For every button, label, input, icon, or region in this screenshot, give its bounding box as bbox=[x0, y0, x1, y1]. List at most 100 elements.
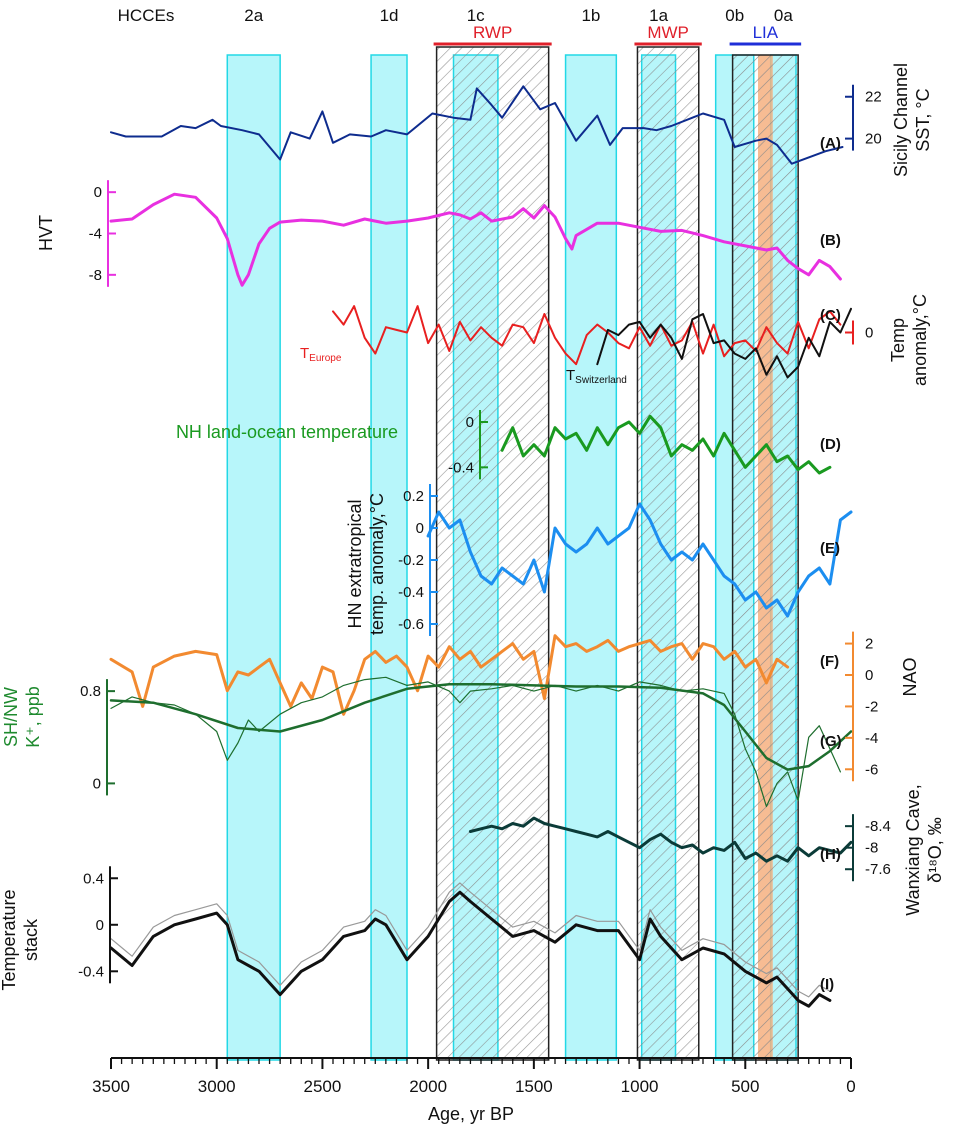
series-line-G-smooth bbox=[109, 682, 853, 771]
y-axis-title-F: NAO bbox=[900, 657, 920, 696]
event-label-1a: 1a bbox=[649, 6, 668, 25]
x-tick-label: 2500 bbox=[304, 1077, 342, 1096]
panel-tag-H: (H) bbox=[820, 846, 841, 863]
panel-tag-G: (G) bbox=[820, 733, 842, 750]
y-axis-title-H-line: δ¹⁸O, ‰ bbox=[925, 817, 945, 883]
x-tick-label: 0 bbox=[846, 1077, 855, 1096]
y-axis-title-I: Temperature stack bbox=[0, 889, 41, 990]
period-label-MWP: MWP bbox=[647, 23, 689, 42]
y-tick-label-I: 0 bbox=[96, 917, 104, 934]
y-tick-label-E: 0 bbox=[416, 520, 424, 537]
series-line-E bbox=[426, 502, 853, 618]
panel-tag-A: (A) bbox=[820, 135, 841, 152]
series-line-I bbox=[109, 890, 832, 1008]
y-tick-label-E: -0.4 bbox=[398, 584, 424, 601]
series-line-TSwitzerland bbox=[596, 307, 852, 379]
panel-tag-C: (C) bbox=[820, 307, 841, 324]
series-line-F bbox=[109, 634, 790, 716]
series-label-europe-sub: Europe bbox=[309, 353, 342, 364]
x-axis-title: Age, yr BP bbox=[428, 1104, 514, 1124]
panel-tag-D: (D) bbox=[820, 436, 841, 453]
panel-tag-E: (E) bbox=[820, 540, 840, 557]
series-line-D bbox=[500, 414, 832, 475]
event-header-label: HCCEs bbox=[118, 6, 175, 25]
y-tick-label-F: 0 bbox=[865, 667, 873, 684]
series-label-switzerland-sub: Switzerland bbox=[575, 375, 627, 386]
event-label-1d: 1d bbox=[380, 6, 399, 25]
y-axis-title-B-line: HVT bbox=[36, 215, 56, 251]
x-tick-label: 1500 bbox=[515, 1077, 553, 1096]
series-label-europe: TEurope bbox=[300, 345, 342, 364]
series-layer bbox=[109, 85, 853, 1008]
event-band-2a bbox=[226, 54, 281, 1061]
event-label-0b: 0b bbox=[725, 6, 744, 25]
panel-tag-F: (F) bbox=[820, 653, 839, 670]
y-axis-title-E: HN extratropical temp. anomaly,°C bbox=[345, 493, 387, 635]
y-tick-label-H: -7.6 bbox=[865, 861, 891, 878]
y-tick-label-D: 0 bbox=[466, 414, 474, 431]
y-tick-label-C: 0 bbox=[865, 325, 873, 342]
y-axis-title-E-line: temp. anomaly,°C bbox=[367, 493, 387, 635]
event-bands bbox=[226, 46, 799, 1061]
y-axis-title-B: HVT bbox=[36, 215, 56, 251]
event-label-0a: 0a bbox=[774, 6, 793, 25]
y-tick-label-F: -6 bbox=[865, 761, 878, 778]
axes-layer bbox=[106, 84, 854, 1069]
y-tick-label-A: 20 bbox=[865, 131, 882, 148]
panel-tag-B: (B) bbox=[820, 232, 841, 249]
event-band-1b bbox=[564, 54, 618, 1061]
y-tick-label-B: -8 bbox=[89, 267, 102, 284]
y-tick-label-B: -4 bbox=[89, 226, 102, 243]
y-tick-label-H: -8 bbox=[865, 840, 878, 857]
period-label-RWP: RWP bbox=[473, 23, 512, 42]
y-axis-title-C: Temp anomaly,°C bbox=[888, 294, 930, 386]
event-label-1c: 1c bbox=[467, 6, 485, 25]
y-tick-label-I: 0.4 bbox=[83, 870, 104, 887]
y-axis-title-C-line: Temp bbox=[888, 318, 908, 362]
y-axis-title-I-line: stack bbox=[21, 918, 41, 961]
y-tick-label-G: 0 bbox=[93, 775, 101, 792]
y-axis-title-G-line: K⁺, ppb bbox=[23, 686, 43, 748]
y-axis-title-G-line: SH/NW bbox=[1, 687, 21, 747]
y-axis-title-H: Wanxiang Cave, δ¹⁸O, ‰ bbox=[903, 784, 945, 915]
series-line-B bbox=[109, 192, 842, 287]
y-axis-title-E-line: HN extratropical bbox=[345, 499, 365, 628]
x-tick-label: 1000 bbox=[621, 1077, 659, 1096]
y-axis-title-H-line: Wanxiang Cave, bbox=[903, 784, 923, 915]
series-line-H bbox=[468, 816, 853, 863]
y-axis-title-A: Sicily Channel SST, °C bbox=[891, 63, 933, 177]
event-label-2a: 2a bbox=[244, 6, 263, 25]
y-tick-label-E: 0.2 bbox=[403, 488, 424, 505]
y-tick-label-I: -0.4 bbox=[78, 963, 104, 980]
y-tick-label-E: -0.2 bbox=[398, 552, 424, 569]
panel-tag-I: (I) bbox=[820, 976, 834, 993]
x-tick-label: 500 bbox=[731, 1077, 759, 1096]
x-tick-label: 3500 bbox=[92, 1077, 130, 1096]
y-tick-label-F: 2 bbox=[865, 636, 873, 653]
y-axis-title-F-line: NAO bbox=[900, 657, 920, 696]
y-tick-label-G: 0.8 bbox=[80, 683, 101, 700]
y-tick-label-B: 0 bbox=[94, 184, 102, 201]
y-tick-label-D: -0.4 bbox=[448, 459, 474, 476]
y-axis-title-I-line: Temperature bbox=[0, 889, 19, 990]
y-tick-label-E: -0.6 bbox=[398, 616, 424, 633]
y-tick-label-F: -2 bbox=[865, 698, 878, 715]
y-tick-label-F: -4 bbox=[865, 730, 878, 747]
y-axis-title-A-line: Sicily Channel bbox=[891, 63, 911, 177]
x-tick-label: 3000 bbox=[198, 1077, 236, 1096]
y-axis-title-C-line: anomaly,°C bbox=[910, 294, 930, 386]
y-tick-label-A: 22 bbox=[865, 89, 882, 106]
period-box-LIA bbox=[731, 54, 799, 1061]
series-title-D: NH land-ocean temperature bbox=[176, 422, 398, 442]
event-label-1b: 1b bbox=[581, 6, 600, 25]
y-axis-title-G: SH/NW K⁺, ppb bbox=[1, 686, 43, 748]
series-line-A bbox=[110, 85, 844, 165]
x-tick-label: 2000 bbox=[409, 1077, 447, 1096]
series-line-I-raw bbox=[110, 882, 831, 998]
y-axis-title-A-line: SST, °C bbox=[913, 88, 933, 151]
period-box-RWP bbox=[435, 46, 550, 1061]
period-label-LIA: LIA bbox=[753, 23, 779, 42]
y-tick-label-H: -8.4 bbox=[865, 818, 891, 835]
